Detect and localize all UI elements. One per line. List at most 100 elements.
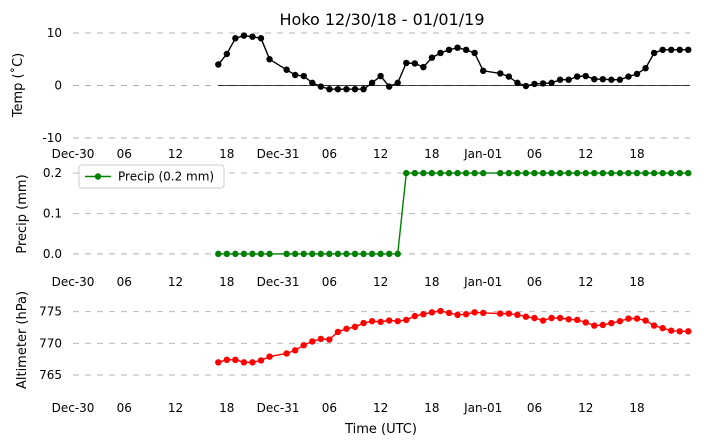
x-axis-title: Time (UTC) <box>344 422 417 437</box>
data-point <box>232 356 239 363</box>
data-point <box>240 359 248 366</box>
data-point <box>283 350 290 357</box>
x-tick-label: 06 <box>322 147 337 161</box>
data-point <box>232 250 239 258</box>
x-tick-label: 12 <box>373 401 388 415</box>
data-point <box>531 169 538 177</box>
data-point <box>479 169 487 177</box>
data-point <box>556 76 564 83</box>
data-point <box>300 250 307 258</box>
data-point <box>360 319 367 327</box>
data-point <box>582 72 589 80</box>
data-point <box>539 80 547 87</box>
x-tick-label: Jan-01 <box>463 147 502 161</box>
legend-label: Precip (0.2 mm) <box>118 170 214 184</box>
y-tick-label: -10 <box>42 131 62 145</box>
data-point <box>565 316 572 323</box>
data-point <box>548 169 555 177</box>
x-tick-label: 12 <box>168 147 183 161</box>
data-point <box>385 83 393 90</box>
data-point <box>462 46 470 53</box>
data-point <box>573 316 581 324</box>
x-tick-label: 12 <box>373 275 388 289</box>
data-point <box>343 325 350 332</box>
data-point <box>334 85 342 93</box>
data-point <box>360 250 367 258</box>
data-point <box>599 321 607 329</box>
data-point <box>608 319 615 327</box>
data-point <box>608 169 615 177</box>
data-point <box>659 46 666 53</box>
data-point <box>326 85 333 93</box>
data-point <box>667 46 675 53</box>
x-tick-label: Dec-30 <box>52 147 95 161</box>
data-point <box>565 169 572 177</box>
data-point <box>411 60 419 67</box>
data-point <box>411 169 419 177</box>
panel-altimeter: 775 770 765 Dec-30 06 12 18 Dec-31 06 12 18 Jan-01 0… <box>15 291 692 415</box>
x-tick-label: Dec-30 <box>52 275 95 289</box>
data-point <box>633 169 641 177</box>
data-point <box>650 322 658 329</box>
data-point <box>428 309 436 316</box>
x-tick-label: 06 <box>117 401 132 415</box>
x-tick-label: 18 <box>424 147 439 161</box>
data-point <box>309 338 316 345</box>
data-point <box>343 250 350 258</box>
data-point <box>368 79 376 87</box>
data-point <box>291 71 299 79</box>
data-point <box>403 59 410 67</box>
data-point <box>616 317 624 325</box>
y-tick-label: 0.0 <box>43 247 62 261</box>
x-tick-label: 06 <box>322 275 337 289</box>
y-tick-label: 0.1 <box>43 206 62 220</box>
data-point <box>257 250 265 258</box>
data-point <box>599 169 607 177</box>
x-tick-label: Dec-31 <box>257 147 300 161</box>
data-point <box>471 309 478 316</box>
data-point <box>249 33 256 40</box>
data-point <box>334 328 342 336</box>
data-point <box>616 76 624 83</box>
data-point <box>642 64 649 72</box>
data-point <box>266 353 273 360</box>
data-point <box>351 323 359 331</box>
data-point <box>215 61 222 68</box>
data-point <box>385 250 393 258</box>
data-point <box>394 250 401 258</box>
x-tick-label: 18 <box>629 401 644 415</box>
data-point <box>437 307 444 315</box>
data-point <box>240 250 248 258</box>
panel-precipitation: 0.2 0.1 0.0 Dec-30 06 12 18 Dec-31 06 12 18 Jan-01 0… <box>15 164 692 289</box>
data-point <box>343 85 350 93</box>
x-tick-label: 06 <box>117 147 132 161</box>
data-point <box>565 76 572 83</box>
x-tick-label: 06 <box>527 275 542 289</box>
data-point <box>522 82 530 90</box>
data-point <box>497 310 504 317</box>
data-point <box>411 312 419 320</box>
data-point <box>223 356 231 363</box>
data-point <box>266 250 273 258</box>
data-point <box>368 317 376 325</box>
data-point <box>420 169 427 177</box>
x-tick-label: 18 <box>219 147 234 161</box>
x-tick-label: 06 <box>527 401 542 415</box>
data-point <box>317 335 325 343</box>
data-point <box>676 328 683 335</box>
data-point <box>685 46 692 53</box>
data-point <box>360 85 367 93</box>
data-point <box>522 169 530 177</box>
y-tick-label: 765 <box>39 368 62 382</box>
data-point <box>377 250 384 258</box>
data-point <box>497 169 504 177</box>
data-point <box>454 311 461 319</box>
x-tick-label: Jan-01 <box>463 401 502 415</box>
data-point <box>582 319 589 326</box>
y-tick-label: 10 <box>47 26 62 40</box>
data-point <box>249 359 256 366</box>
data-point <box>591 169 598 177</box>
data-point <box>625 73 632 80</box>
data-point <box>309 79 316 87</box>
data-point <box>642 317 649 324</box>
